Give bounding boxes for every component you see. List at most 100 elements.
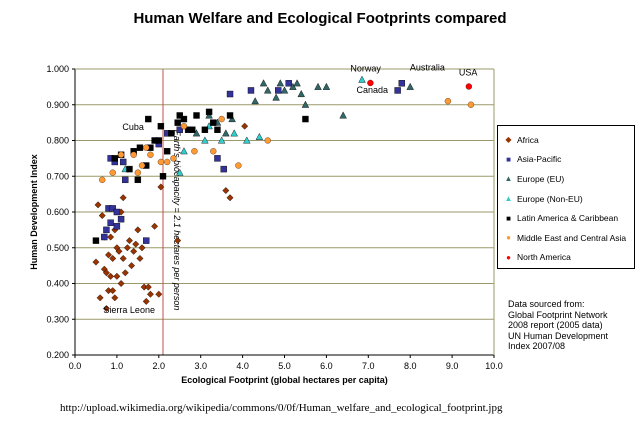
data-point — [98, 212, 106, 220]
x-tick-label: 1.0 — [111, 361, 124, 371]
x-tick-label: 5.0 — [278, 361, 291, 371]
y-axis-label: Human Development Index — [29, 154, 39, 270]
data-point — [164, 158, 171, 166]
data-point — [214, 126, 221, 133]
data-point — [121, 269, 129, 277]
data-point — [241, 122, 249, 130]
source-note-line: Data sourced from: — [508, 299, 585, 309]
source-note: Data sourced from: Global Footprint Netwo… — [508, 299, 608, 352]
data-point — [180, 147, 188, 155]
data-point — [109, 205, 116, 212]
data-point — [170, 155, 177, 162]
y-tick-label: 1.000 — [46, 64, 69, 74]
data-point — [147, 151, 154, 158]
data-point — [123, 244, 131, 252]
legend-label: Europe (EU) — [517, 173, 565, 184]
source-note-line: Global Footprint Network — [508, 309, 608, 320]
data-point — [102, 269, 110, 277]
y-tick-label: 0.300 — [46, 314, 69, 324]
legend-marker-icon: ■ — [506, 213, 511, 223]
annotations: Norway Australia USA Canada Cuba Sierra Leone — [103, 63, 477, 315]
data-point — [138, 244, 146, 252]
data-point — [174, 237, 182, 245]
data-point — [109, 169, 116, 176]
legend-item: ◆ Africa — [504, 130, 634, 150]
data-point — [117, 215, 125, 223]
data-point — [314, 82, 322, 90]
y-tick-label: 0.500 — [46, 243, 69, 253]
data-point — [302, 115, 309, 123]
data-point — [217, 136, 226, 144]
data-point — [280, 86, 289, 94]
x-axis-label: Ecological Footprint (global hectares pe… — [181, 375, 388, 385]
data-point — [102, 305, 110, 313]
axes: 0.0 1.0 2.0 3.0 4.0 5.0 6.0 7.0 8.0 9.0 10.0 0.200 0… — [29, 64, 503, 385]
data-point — [180, 115, 188, 123]
x-tick-label: 2.0 — [153, 361, 166, 371]
y-tick-label: 0.900 — [46, 100, 69, 110]
legend-item: ■ Asia-Pacific — [504, 150, 634, 170]
x-tick-label: 4.0 — [236, 361, 249, 371]
legend-label: Europe (Non-EU) — [517, 193, 583, 204]
legend-marker-icon: ▲ — [504, 174, 513, 184]
data-point — [358, 75, 366, 83]
data-point — [467, 101, 475, 108]
y-tick-label: 0.200 — [46, 350, 69, 360]
data-point — [92, 258, 100, 266]
data-point — [264, 86, 272, 94]
annotation-label: Norway — [350, 63, 381, 73]
data-point — [247, 87, 255, 94]
data-point — [113, 223, 121, 230]
legend-item: ● North America — [504, 248, 634, 268]
data-point — [157, 158, 165, 166]
legend-item: ▲ Europe (Non-EU) — [504, 189, 634, 209]
data-point — [109, 254, 117, 262]
legend-label: Africa — [517, 134, 539, 145]
data-point — [128, 262, 136, 270]
data-point — [143, 144, 150, 151]
data-point — [201, 126, 209, 133]
data-point — [130, 247, 138, 255]
data-point — [136, 144, 144, 151]
data-point — [465, 83, 473, 90]
data-point — [222, 129, 230, 137]
data-point — [201, 136, 209, 144]
data-point — [214, 155, 221, 162]
data-point — [115, 247, 123, 255]
data-point — [151, 222, 159, 230]
data-point — [107, 219, 114, 226]
annotation-label: Sierra Leone — [103, 305, 155, 315]
data-point — [168, 130, 175, 137]
data-point — [275, 87, 282, 94]
source-note-line: Index 2007/08 — [508, 341, 566, 351]
data-point — [142, 297, 150, 305]
data-point — [94, 201, 102, 209]
data-point — [289, 82, 297, 90]
y-tick-label: 0.600 — [46, 207, 69, 217]
data-point — [159, 173, 167, 180]
data-point — [103, 226, 110, 234]
legend-marker-icon: ▲ — [504, 194, 513, 204]
biocapacity-label: Earth's biocapacity = 2.1 hectares per p… — [172, 130, 182, 311]
data-point — [367, 79, 374, 87]
data-point — [143, 237, 150, 244]
image-url-caption: http://upload.wikimedia.org/wikipedia/co… — [60, 402, 503, 414]
data-point — [235, 162, 242, 169]
legend-label: North America — [517, 252, 571, 263]
data-point — [99, 176, 106, 183]
legend-item: ■ Latin America & Caribbean — [504, 208, 634, 228]
data-point — [109, 287, 117, 295]
data-point — [107, 272, 115, 280]
data-point — [163, 148, 171, 155]
data-point — [146, 290, 154, 298]
data-point — [126, 165, 133, 173]
y-tick-label: 0.400 — [46, 279, 69, 289]
data-point — [301, 100, 310, 108]
data-point — [176, 112, 183, 119]
data-point — [145, 115, 152, 123]
data-point — [226, 194, 234, 202]
chart-title: Human Welfare and Ecological Footprints … — [133, 10, 507, 27]
data-point — [113, 208, 121, 216]
data-point — [132, 240, 140, 248]
